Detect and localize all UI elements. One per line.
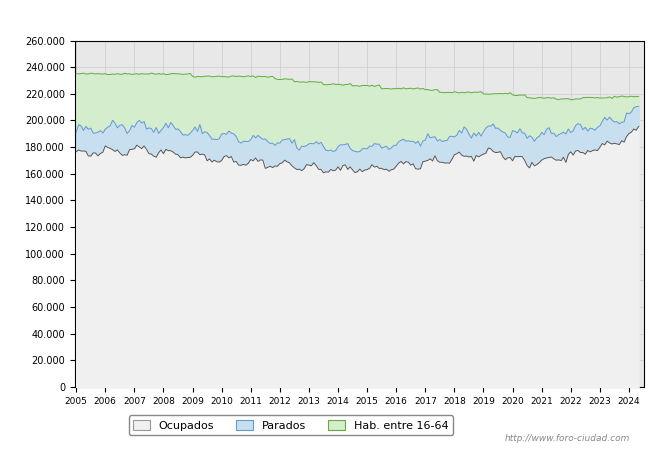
Text: Bilbao - Evolucion de la poblacion en edad de Trabajar Mayo de 2024: Bilbao - Evolucion de la poblacion en ed… — [67, 11, 583, 24]
Legend: Ocupados, Parados, Hab. entre 16-64: Ocupados, Parados, Hab. entre 16-64 — [129, 415, 453, 435]
Text: http://www.foro-ciudad.com: http://www.foro-ciudad.com — [505, 434, 630, 443]
